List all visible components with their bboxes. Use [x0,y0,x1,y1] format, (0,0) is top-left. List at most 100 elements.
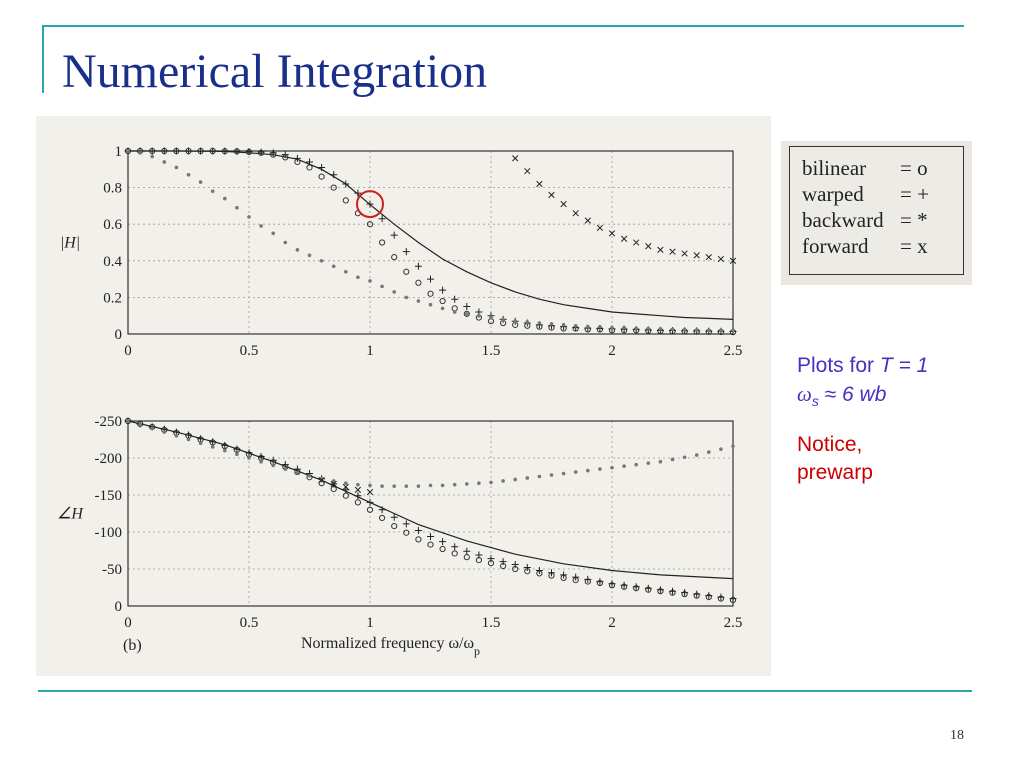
forward-point [330,480,337,488]
warped-point [717,593,725,601]
bilinear-point [427,541,434,548]
backward-point [380,484,384,488]
forward-point [633,239,640,246]
backward-point [501,317,505,322]
warped-point [306,158,313,166]
backward-point [344,481,348,485]
forward-point [729,257,737,264]
backward-point [162,160,167,164]
plots-for-note: Plots for T = 1 [797,352,1017,380]
warped-point [439,286,447,294]
warped-point [378,506,386,514]
backward-point [210,445,215,449]
warped-point [669,587,676,595]
highlight-circle [356,190,384,219]
backward-point [380,284,384,289]
backward-point [501,479,505,483]
x-axis-label: Normalized frequency ω/ωp [301,635,480,658]
backward-point [331,264,336,269]
legend-symbol: = x [900,234,928,258]
warped-point [172,147,180,155]
backward-point [694,328,699,332]
backward-point [344,269,348,274]
y-axis-label: ∠H [57,506,84,523]
backward-point [271,463,275,468]
backward-point [622,325,626,330]
y-tick-label: 0.8 [103,181,122,197]
backward-point [465,482,469,486]
backward-point [682,327,687,332]
backward-point [356,482,360,487]
warped-point [427,532,434,540]
forward-point [366,488,374,496]
legend-entry-backward: backward = * [802,207,963,233]
forward-point [512,155,519,162]
backward-point [295,471,300,475]
backward-point [719,328,723,333]
warped-point [475,551,483,559]
backward-point [428,483,433,488]
warped-point [185,147,192,155]
backward-point [610,325,614,330]
legend-entry-bilinear: bilinear = o [802,155,963,181]
backward-point [223,448,227,453]
bode-plot-svg: 0 0.5 1 1.5 2 2.5 0 0.2 0.4 0.6 0.8 1 |H| 0 0.5 1 1.5 2 2.… [57,144,743,658]
y-axis-label: |H| [60,235,80,252]
legend-label: forward [802,234,869,258]
backward-point [210,189,215,194]
x-tick-label: 2.5 [724,615,743,631]
forward-point [354,486,362,493]
warped-point [160,147,168,155]
warped-point [463,303,471,311]
backward-point [392,290,397,294]
x-tick-label: 0 [124,343,132,359]
backward-point [477,481,481,485]
backward-point [634,326,638,331]
backward-point [452,482,457,487]
warped-point [269,456,277,464]
backward-point [307,473,312,478]
legend-inner: bilinear = o warped = + backward = * for… [789,146,964,275]
backward-point [634,462,638,467]
scanned-figure: 0 0.5 1 1.5 2 2.5 0 0.2 0.4 0.6 0.8 1 |H| 0 0.5 1 1.5 2 2.… [36,116,771,676]
warped-point [197,147,205,155]
y-tick-label: 1 [115,144,123,160]
backward-point [247,215,251,219]
omega-subscript: s [811,393,819,410]
backward-point [440,483,445,488]
legend-label: backward [802,208,884,232]
forward-point [572,210,579,217]
backward-point [440,306,445,311]
backward-point [235,452,239,457]
backward-point [186,437,191,442]
bilinear-point [403,529,410,536]
omega-value: ≈ 6 wb [818,383,887,406]
backward-point [368,279,372,283]
legend-symbol: = * [900,208,928,232]
panel-label: (b) [123,637,142,654]
bilinear-point [306,164,313,171]
warped-point [209,438,217,446]
backward-point [525,476,530,480]
backward-point [610,465,614,470]
y-tick-label: -150 [95,488,123,504]
plots-for-value: T = 1 [879,354,929,377]
backward-point [525,320,530,324]
forward-point [693,252,700,259]
x-tick-label: 1 [366,615,374,631]
warped-point [257,148,265,156]
bilinear-point [330,184,337,191]
backward-point [707,328,711,333]
bilinear-point [366,221,374,228]
backward-point [731,444,735,448]
backward-point [416,484,421,488]
warped-point [656,586,664,594]
warped-point [366,498,374,506]
warped-point [402,520,410,528]
forward-point [717,255,725,263]
backward-point [573,470,578,474]
backward-point [307,253,312,258]
forward-point [596,224,604,232]
y-tick-label: 0 [115,327,123,343]
warped-point [221,441,229,449]
